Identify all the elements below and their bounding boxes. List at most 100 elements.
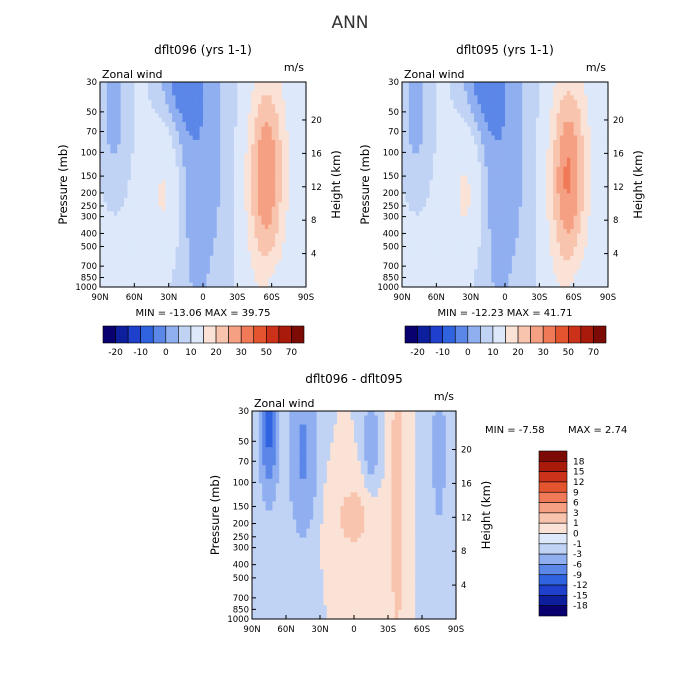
heatmap-cell bbox=[175, 180, 180, 186]
heatmap-cell bbox=[590, 90, 595, 96]
heatmap-cell bbox=[573, 99, 578, 105]
heatmap-cell bbox=[240, 90, 245, 96]
heatmap-cell bbox=[100, 166, 105, 172]
colorbar-swatch bbox=[165, 325, 179, 344]
heatmap-cell bbox=[491, 113, 496, 119]
heatmap-cell bbox=[573, 229, 578, 235]
heatmap-cell bbox=[189, 153, 194, 159]
heatmap-cell bbox=[247, 269, 252, 275]
heatmap-cell bbox=[103, 188, 108, 195]
heatmap-cell bbox=[546, 148, 551, 154]
heatmap-cell bbox=[405, 233, 410, 239]
heatmap-cell bbox=[515, 215, 520, 221]
heatmap-cell bbox=[196, 139, 201, 145]
heatmap-cell bbox=[230, 273, 235, 279]
heatmap-cell bbox=[491, 144, 496, 150]
heatmap-cell bbox=[484, 148, 489, 154]
heatmap-cell bbox=[405, 139, 410, 145]
heatmap-cell bbox=[456, 95, 461, 101]
heatmap-cell bbox=[244, 171, 249, 177]
heatmap-cell bbox=[196, 95, 201, 101]
heatmap-cell bbox=[275, 269, 280, 275]
heatmap-cell bbox=[100, 162, 105, 168]
heatmap-cell bbox=[244, 202, 249, 208]
heatmap-cell bbox=[233, 206, 238, 212]
heatmap-cell bbox=[559, 188, 564, 195]
heatmap-cell bbox=[594, 117, 599, 123]
heatmap-cell bbox=[220, 224, 225, 230]
heatmap-cell bbox=[257, 237, 262, 244]
heatmap-cell bbox=[172, 193, 177, 199]
heatmap-cell bbox=[220, 233, 225, 239]
heatmap-cell bbox=[278, 90, 283, 96]
heatmap-cell bbox=[491, 99, 496, 105]
heatmap-cell bbox=[501, 99, 506, 105]
heatmap-cell bbox=[419, 224, 424, 230]
heatmap-cell bbox=[553, 82, 558, 88]
heatmap-cell bbox=[254, 224, 259, 230]
field-label: Zonal wind bbox=[102, 68, 163, 81]
heatmap-cell bbox=[189, 233, 194, 239]
heatmap-cell bbox=[213, 260, 218, 266]
heatmap-cell bbox=[134, 117, 139, 123]
heatmap-cell bbox=[185, 135, 190, 141]
heatmap-cell bbox=[237, 108, 242, 114]
heatmap-cell bbox=[220, 104, 225, 110]
heatmap-cell bbox=[450, 166, 455, 172]
heatmap-cell bbox=[563, 237, 568, 244]
heatmap-cell bbox=[281, 255, 286, 261]
heatmap-cell bbox=[539, 180, 544, 186]
heatmap-cell bbox=[453, 202, 458, 208]
heatmap-cell bbox=[601, 144, 606, 150]
heatmap-cell bbox=[553, 113, 558, 119]
heatmap-cell bbox=[120, 273, 125, 279]
heatmap-cell bbox=[240, 148, 245, 154]
heatmap-cell bbox=[501, 171, 506, 177]
heatmap-cell bbox=[467, 122, 472, 128]
heatmap-cell bbox=[494, 237, 499, 244]
heatmap-cell bbox=[100, 126, 105, 132]
heatmap-cell bbox=[601, 202, 606, 208]
heatmap-cell bbox=[532, 193, 537, 199]
heatmap-cell bbox=[439, 197, 444, 203]
heatmap-cell bbox=[103, 86, 108, 92]
heatmap-cell bbox=[257, 193, 262, 199]
heatmap-cell bbox=[518, 153, 523, 159]
heatmap-cell bbox=[275, 233, 280, 239]
heatmap-cell bbox=[292, 184, 297, 190]
heatmap-cell bbox=[302, 215, 307, 221]
heatmap-cell bbox=[275, 242, 280, 248]
heatmap-cell bbox=[432, 144, 437, 150]
heatmap-cell bbox=[237, 202, 242, 208]
heatmap-cell bbox=[230, 269, 235, 275]
heatmap-cell bbox=[511, 86, 516, 92]
heatmap-cell bbox=[137, 206, 142, 212]
heatmap-cell bbox=[220, 90, 225, 96]
heatmap-cell bbox=[251, 95, 256, 101]
heatmap-cell bbox=[275, 122, 280, 128]
heatmap-cell bbox=[192, 202, 197, 208]
heatmap-cell bbox=[233, 153, 238, 159]
heatmap-cell bbox=[110, 193, 115, 199]
heatmap-cell bbox=[446, 193, 451, 199]
heatmap-cell bbox=[134, 242, 139, 248]
heatmap-cell bbox=[422, 113, 427, 119]
heatmap-cell bbox=[529, 233, 534, 239]
heatmap-cell bbox=[563, 157, 568, 163]
heatmap-cell bbox=[587, 131, 592, 137]
heatmap-cell bbox=[553, 166, 558, 172]
heatmap-cell bbox=[213, 104, 218, 110]
heatmap-cell bbox=[134, 193, 139, 199]
heatmap-cell bbox=[432, 233, 437, 239]
heatmap-cell bbox=[549, 175, 554, 181]
heatmap-cell bbox=[426, 206, 431, 212]
heatmap-cell bbox=[415, 148, 420, 154]
heatmap-cell bbox=[120, 171, 125, 177]
heatmap-cell bbox=[130, 184, 135, 190]
heatmap-cell bbox=[604, 108, 609, 114]
heatmap-cell bbox=[439, 229, 444, 235]
heatmap-cell bbox=[422, 82, 427, 88]
heatmap-cell bbox=[549, 99, 554, 105]
y-tick-label: 700 bbox=[81, 262, 97, 272]
heatmap-cell bbox=[189, 162, 194, 168]
